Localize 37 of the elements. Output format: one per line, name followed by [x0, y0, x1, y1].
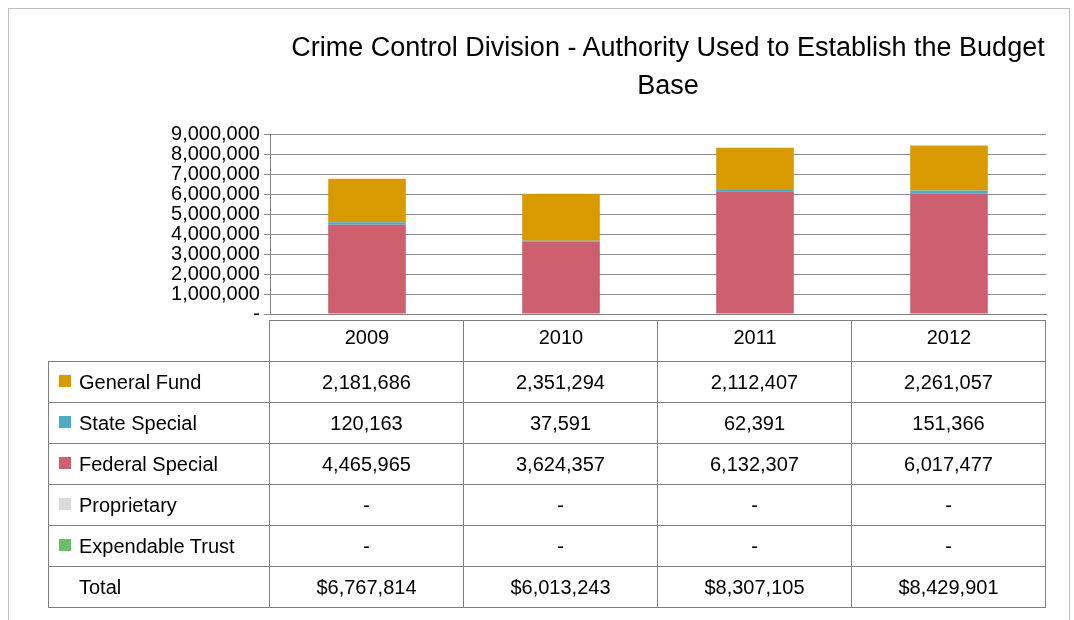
- data-label: 2,351,294: [463, 361, 658, 403]
- legend-label: Expendable Trust: [79, 534, 235, 557]
- x-tick-label: 2011: [733, 325, 777, 348]
- data-label: -: [657, 484, 852, 526]
- y-tick-label: -: [253, 301, 260, 324]
- text: $6,013,243: [463, 566, 658, 608]
- data-label: 6,132,307: [657, 443, 852, 485]
- data-label: 2,112,407: [657, 361, 852, 403]
- data-label: -: [269, 484, 464, 526]
- legend-label: Proprietary: [79, 493, 177, 516]
- chart-title: Crime Control Division - Authority Used to Establish the Budget Base: [290, 31, 1046, 102]
- legend-label: Federal Special: [79, 452, 218, 475]
- legend-label: State Special: [79, 411, 197, 434]
- data-label: 2,181,686: [269, 361, 464, 403]
- x-tick-label: 2010: [538, 325, 584, 348]
- data-label: -: [463, 525, 658, 567]
- x-tick-label: 2012: [926, 325, 972, 348]
- data-label: -: [463, 484, 658, 526]
- data-label: -: [851, 525, 1046, 567]
- x-tick-label: 2009: [344, 325, 390, 348]
- data-label: 37,591: [463, 402, 658, 444]
- data-label: 151,366: [851, 402, 1046, 444]
- text: $6,767,814: [269, 566, 464, 608]
- legend-label: General Fund: [79, 370, 202, 393]
- data-label: -: [851, 484, 1046, 526]
- data-label: 2,261,057: [851, 361, 1046, 403]
- data-label: 62,391: [657, 402, 852, 444]
- data-label: -: [657, 525, 852, 567]
- text: $8,307,105: [657, 566, 852, 608]
- data-label: 4,465,965: [269, 443, 464, 485]
- data-label: 6,017,477: [851, 443, 1046, 485]
- data-label: 3,624,357: [463, 443, 658, 485]
- y-tick-label: 9,000,000: [171, 121, 260, 144]
- data-label: -: [269, 525, 464, 567]
- data-label: 120,163: [269, 402, 464, 444]
- text: $8,429,901: [851, 566, 1046, 608]
- text: Total: [48, 566, 270, 608]
